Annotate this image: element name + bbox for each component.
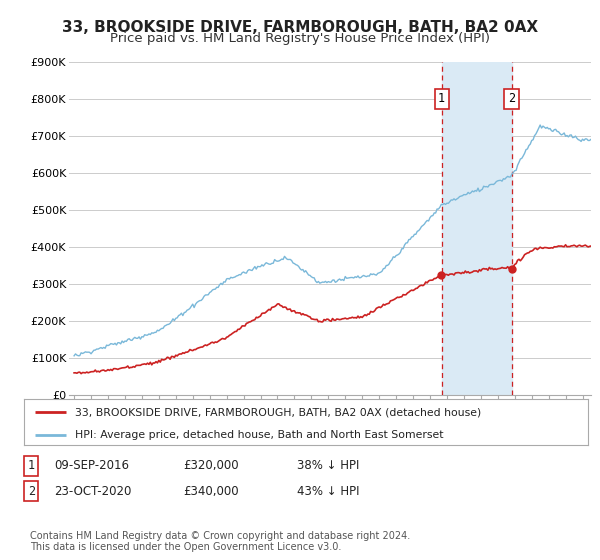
Text: 09-SEP-2016: 09-SEP-2016	[54, 459, 129, 473]
Text: 23-OCT-2020: 23-OCT-2020	[54, 484, 131, 498]
Text: 33, BROOKSIDE DRIVE, FARMBOROUGH, BATH, BA2 0AX: 33, BROOKSIDE DRIVE, FARMBOROUGH, BATH, …	[62, 20, 538, 35]
Text: £340,000: £340,000	[183, 484, 239, 498]
Text: Contains HM Land Registry data © Crown copyright and database right 2024.
This d: Contains HM Land Registry data © Crown c…	[30, 531, 410, 553]
Text: 33, BROOKSIDE DRIVE, FARMBOROUGH, BATH, BA2 0AX (detached house): 33, BROOKSIDE DRIVE, FARMBOROUGH, BATH, …	[75, 407, 481, 417]
Text: 2: 2	[508, 92, 515, 105]
Bar	[442, 62, 512, 395]
Text: 2: 2	[28, 484, 35, 498]
Text: 1: 1	[28, 459, 35, 473]
Text: 1: 1	[438, 92, 445, 105]
Text: 38% ↓ HPI: 38% ↓ HPI	[297, 459, 359, 473]
Text: Price paid vs. HM Land Registry's House Price Index (HPI): Price paid vs. HM Land Registry's House …	[110, 32, 490, 45]
Text: 43% ↓ HPI: 43% ↓ HPI	[297, 484, 359, 498]
Text: HPI: Average price, detached house, Bath and North East Somerset: HPI: Average price, detached house, Bath…	[75, 430, 443, 440]
Text: £320,000: £320,000	[183, 459, 239, 473]
